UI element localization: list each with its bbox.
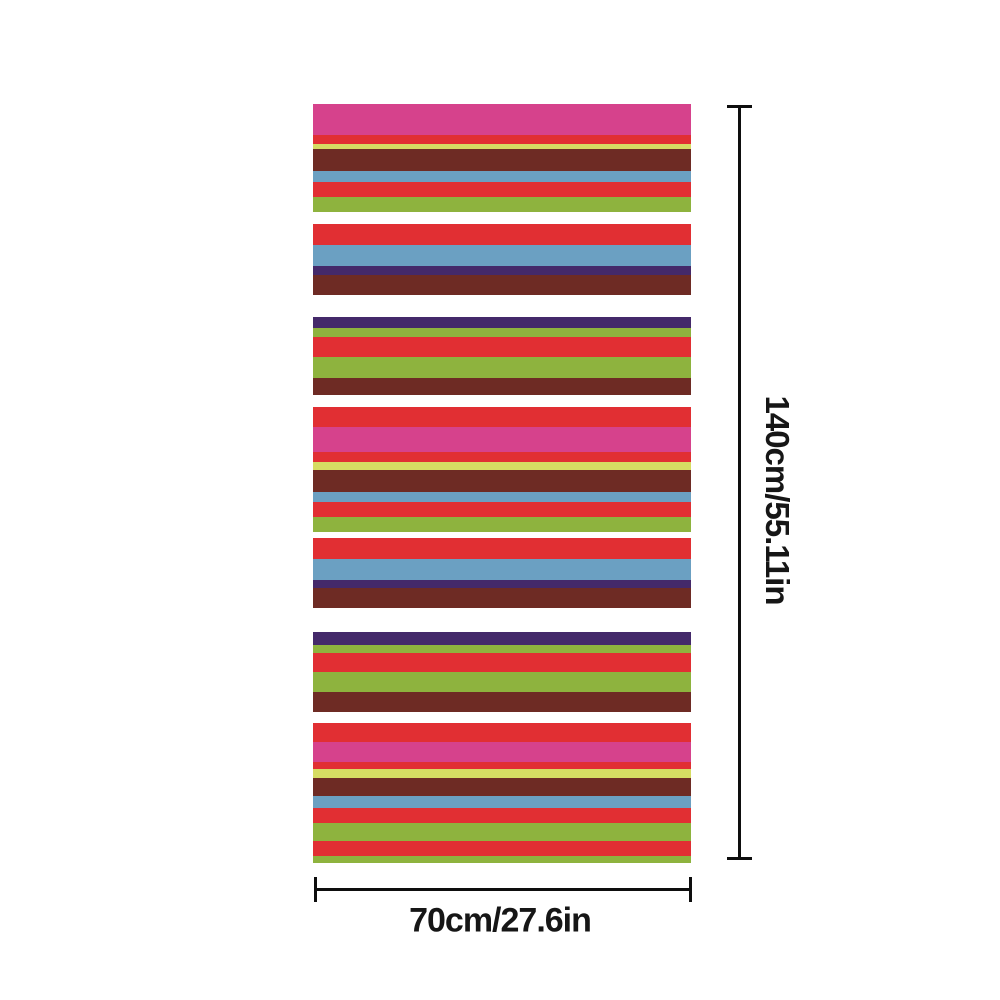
towel-stripe-maroon: [313, 275, 691, 295]
towel-stripe-purple: [313, 580, 691, 588]
towel-stripe-maroon: [313, 470, 691, 492]
towel-stripe-white: [313, 212, 691, 224]
towel-stripe-maroon: [313, 692, 691, 712]
towel-stripe-red: [313, 723, 691, 742]
towel-stripe-blue: [313, 245, 691, 266]
towel-stripe-lime: [313, 462, 691, 470]
towel-stripe-blue: [313, 559, 691, 580]
towel-stripe-maroon: [313, 378, 691, 395]
width-dimension-tick-right: [689, 877, 692, 902]
towel-stripe-maroon: [313, 149, 691, 171]
towel-stripe-red: [313, 224, 691, 245]
towel-stripe-red: [313, 337, 691, 357]
towel-stripe-white: [313, 395, 691, 407]
height-dimension-line: [738, 106, 741, 860]
width-dimension-line: [315, 888, 691, 891]
towel-stripe-red: [313, 502, 691, 517]
height-dimension-tick-top: [727, 105, 752, 108]
towel-stripe-blue: [313, 492, 691, 502]
towel-stripe-red: [313, 452, 691, 462]
towel-stripe-blue: [313, 796, 691, 808]
towel-stripe-green: [313, 645, 691, 653]
towel-stripe-red: [313, 135, 691, 144]
towel-stripe-white: [313, 712, 691, 723]
towel-stripe-purple: [313, 266, 691, 275]
height-dimension-label: 140cm/55.11in: [759, 395, 796, 605]
towel-stripe-green: [313, 672, 691, 692]
towel-stripe-maroon: [313, 588, 691, 608]
towel-stripe-red: [313, 762, 691, 769]
towel-stripe-white: [313, 608, 691, 632]
towel-stripe-green: [313, 197, 691, 212]
towel-stripe-maroon: [313, 778, 691, 796]
towel-stripe-red: [313, 182, 691, 197]
towel-stripe-pink: [313, 427, 691, 452]
towel-stripe-pink: [313, 104, 691, 135]
towel-stripe-red: [313, 407, 691, 427]
towel-stripe-green: [313, 823, 691, 841]
height-dimension-tick-bottom: [727, 857, 752, 860]
width-dimension-label: 70cm/27.6in: [409, 901, 592, 940]
towel-stripe-lime: [313, 769, 691, 778]
towel-stripe-purple: [313, 317, 691, 328]
width-dimension-tick-left: [314, 877, 317, 902]
towel-stripe-red: [313, 841, 691, 856]
towel-stripe-red: [313, 808, 691, 823]
towel-image: [313, 104, 691, 863]
towel-stripe-lime: [313, 144, 691, 149]
towel-stripe-blue: [313, 171, 691, 182]
towel-stripe-red: [313, 653, 691, 672]
towel-stripe-purple: [313, 632, 691, 645]
towel-stripe-green: [313, 517, 691, 532]
towel-stripe-green: [313, 856, 691, 863]
towel-stripe-white: [313, 532, 691, 538]
towel-stripe-red: [313, 538, 691, 559]
towel-stripe-white: [313, 295, 691, 317]
towel-stripe-green: [313, 328, 691, 337]
towel-stripe-green: [313, 357, 691, 378]
towel-stripe-pink: [313, 742, 691, 762]
